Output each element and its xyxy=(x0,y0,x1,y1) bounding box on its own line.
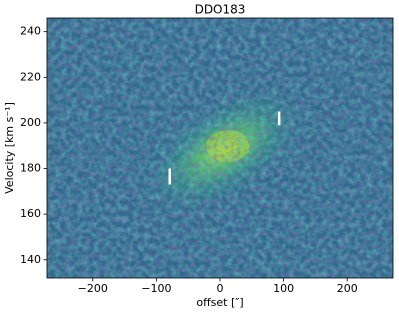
x-tick-label: 100 xyxy=(273,282,294,295)
y-tick-label: 240 xyxy=(20,25,41,38)
chart-title: DDO183 xyxy=(195,3,246,17)
x-axis-label: offset [″] xyxy=(196,296,243,309)
y-tick-label: 140 xyxy=(20,253,41,266)
y-tick-label: 200 xyxy=(20,116,41,129)
x-tick-label: −200 xyxy=(78,282,108,295)
x-tick-label: 0 xyxy=(217,282,224,295)
y-tick-label: 220 xyxy=(20,70,41,83)
y-tick-label: 180 xyxy=(20,162,41,175)
x-tick-label: −100 xyxy=(141,282,171,295)
y-axis-label: Velocity [km s⁻¹] xyxy=(3,102,16,194)
y-tick-label: 160 xyxy=(20,207,41,220)
image xyxy=(47,18,393,278)
x-tick-label: 200 xyxy=(337,282,358,295)
